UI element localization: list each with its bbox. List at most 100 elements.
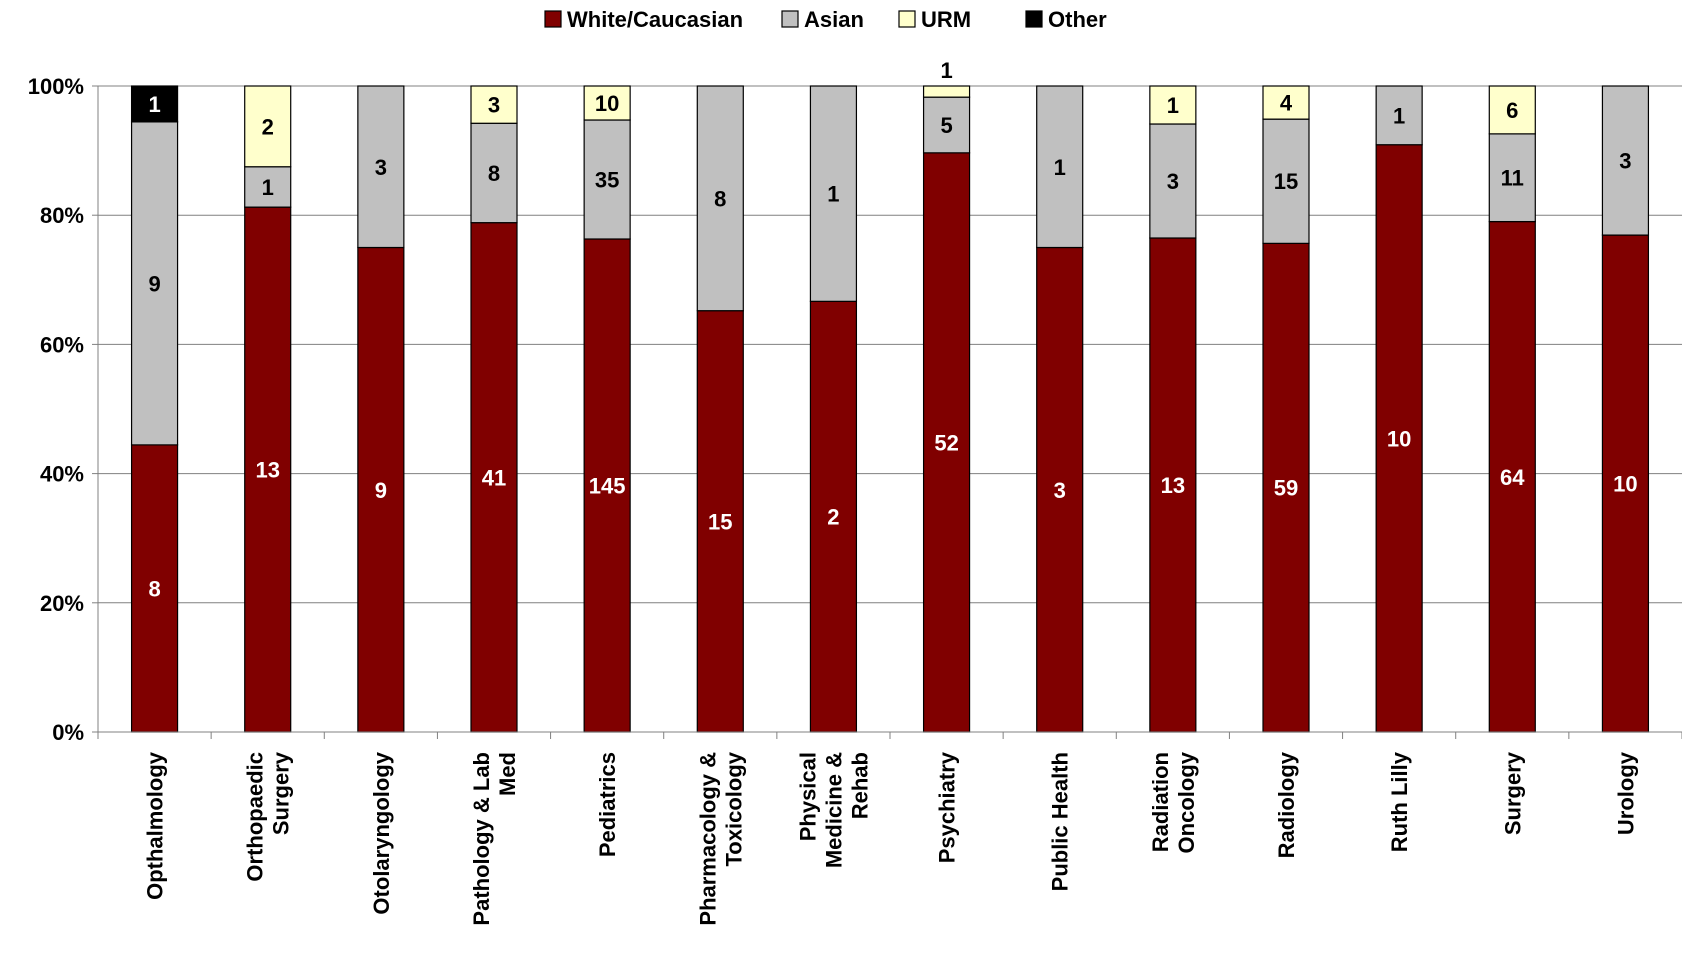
category-label: Urology [1613,751,1638,835]
legend-item: Asian [781,7,864,32]
y-tick-label: 100% [28,74,84,99]
legend-swatch [898,10,916,28]
category-label: Ruth Lilly [1387,751,1412,852]
bar-stack: 41 8 3 [470,85,518,733]
data-label: 1 [1167,93,1179,118]
data-label: 52 [934,430,958,455]
bar-segment [1375,144,1423,733]
bar-segment [1262,242,1310,733]
legend-item: White/Caucasian [544,7,743,32]
y-tick-label: 0% [52,720,84,745]
data-label: 1 [1054,155,1066,180]
data-label: 1 [940,58,952,83]
data-label: 2 [262,114,274,139]
bar-segment [357,85,405,249]
bar-segment [1488,133,1536,223]
bar-stack: 15 8 [696,85,744,733]
category-label: RadiationOncology [1148,751,1199,853]
y-axis: 0% 20% 40% 60% 80% 100% [28,74,99,745]
category-label: Pathology & LabMed [469,752,520,926]
bar-segment [696,85,744,312]
data-label: 64 [1500,465,1525,490]
category-label: Public Health [1048,752,1073,891]
data-label: 3 [1167,169,1179,194]
bar-segment [1375,85,1423,146]
bar-segment [357,246,405,733]
bar-stack: 145 35 10 [583,85,631,733]
data-label: 13 [255,458,279,483]
category-label: Pediatrics [595,752,620,857]
data-label: 4 [1280,91,1293,116]
data-label: 35 [595,168,619,193]
bar-segment [1036,85,1084,249]
bar-segment [1149,85,1197,125]
bar-stack: 13 3 1 [1149,85,1197,733]
legend-label: URM [921,7,971,32]
bar-segment [809,300,858,733]
bar-segment [583,238,631,733]
data-label: 10 [595,91,619,116]
bar-stack: 93 [357,85,405,733]
bar-segment [1601,85,1650,236]
data-label: 59 [1274,476,1298,501]
bar-segment [470,122,518,224]
legend-item: URM [898,7,971,32]
bar-segment [1488,85,1536,135]
bar-segment [130,444,179,733]
data-label: 8 [714,186,726,211]
data-label: 10 [1387,426,1411,451]
data-label: 15 [708,509,732,534]
legend-swatch [1025,10,1043,28]
bar-stack: 13 1 2 [244,85,292,733]
legend-swatch [781,10,799,28]
legend: White/Caucasian Asian URM Other [544,7,1107,32]
bar-stack: 64 11 6 [1488,85,1536,733]
data-label: 9 [375,478,387,503]
legend-swatch [544,10,562,28]
category-label: Pharmacology &Toxicology [695,751,746,925]
data-label: 2 [827,505,839,530]
bar-segment [922,152,971,733]
data-label: 8 [148,576,160,601]
category-label: Surgery [1500,751,1525,835]
category-label: Otolaryngology [369,751,394,914]
gridlines [98,85,1682,604]
data-label: 15 [1274,169,1298,194]
data-label: 145 [589,474,626,499]
data-label: 10 [1613,472,1637,497]
bars: 8911312934183145351015821525131133159154… [130,58,1650,733]
bar-segment [809,85,858,302]
bar-segment [1601,234,1650,733]
category-label: Radiology [1274,751,1299,858]
data-label: 1 [1393,103,1405,128]
y-tick-label: 20% [40,591,84,616]
data-label: 5 [940,113,952,138]
data-label: 3 [1054,478,1066,503]
bar-segment [922,85,971,98]
bar-segment [1149,237,1197,733]
bar-segment [244,85,292,168]
data-label: 3 [488,93,500,118]
bar-segment [1149,123,1197,239]
bar-segment [1262,85,1310,120]
data-label: 3 [1619,149,1631,174]
data-label: 13 [1161,473,1185,498]
y-tick-label: 80% [40,203,84,228]
bar-segment [130,85,179,123]
legend-item: Other [1025,7,1107,32]
data-label: 9 [148,271,160,296]
legend-label: Asian [804,7,864,32]
category-label: Opthalmology [143,751,168,900]
legend-label: Other [1048,7,1107,32]
bar-segment [583,119,631,240]
data-label: 1 [262,175,274,200]
data-label: 1 [148,92,160,117]
bar-segment [1262,118,1310,244]
data-label: 8 [488,161,500,186]
bar-stack: 10 3 [1601,85,1650,733]
category-label: PhysicalMedicine &Rehab [795,752,872,868]
category-label: Psychiatry [935,751,960,863]
data-label: 3 [375,155,387,180]
y-tick-label: 40% [40,462,84,487]
